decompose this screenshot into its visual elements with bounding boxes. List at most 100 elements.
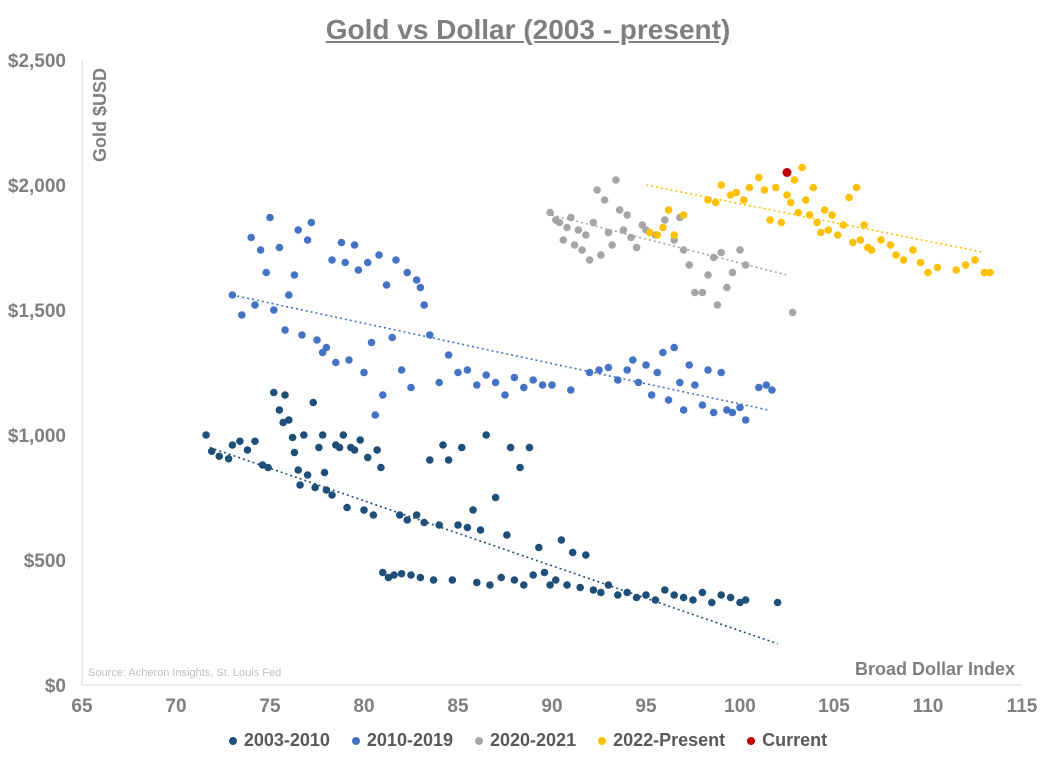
data-point <box>589 586 598 594</box>
data-point <box>551 576 560 584</box>
data-point <box>403 516 412 524</box>
data-point <box>788 308 797 317</box>
data-point <box>817 228 825 237</box>
data-point <box>322 486 331 494</box>
data-point <box>647 391 656 399</box>
data-point <box>698 588 707 597</box>
data-point <box>653 368 662 377</box>
data-point <box>732 188 741 197</box>
data-point <box>313 336 321 344</box>
data-point <box>300 431 308 439</box>
data-point <box>597 588 605 597</box>
data-point <box>809 183 818 192</box>
legend-label: 2003-2010 <box>243 730 330 750</box>
data-point <box>354 266 363 274</box>
data-point <box>679 211 688 219</box>
data-point <box>275 406 284 414</box>
data-point <box>728 408 737 417</box>
data-point <box>473 578 481 587</box>
data-point <box>243 446 252 454</box>
data-point <box>546 208 554 217</box>
data-point <box>294 226 303 234</box>
data-point <box>612 176 620 184</box>
data-point <box>651 596 660 604</box>
data-point <box>623 588 631 597</box>
data-point <box>698 288 707 297</box>
data-point <box>345 356 353 364</box>
data-point <box>285 416 293 424</box>
data-point <box>448 576 457 584</box>
data-point <box>860 221 868 229</box>
data-point <box>356 436 365 444</box>
data-point <box>745 183 754 192</box>
data-point <box>777 218 786 227</box>
data-point <box>567 386 575 394</box>
data-point <box>773 598 782 607</box>
data-point <box>296 481 304 489</box>
data-point <box>497 573 506 582</box>
data-point <box>429 576 438 584</box>
data-point <box>395 511 404 519</box>
data-point <box>444 351 453 359</box>
data-point <box>224 454 233 463</box>
data-point <box>548 381 556 389</box>
x-tick-label: 75 <box>259 696 281 717</box>
data-point <box>762 381 771 389</box>
data-point <box>600 196 609 204</box>
data-point <box>337 238 346 247</box>
data-point <box>849 238 857 247</box>
legend-marker-icon <box>598 736 607 745</box>
data-point <box>708 598 716 607</box>
data-point <box>574 226 583 234</box>
data-point <box>664 206 673 214</box>
data-point <box>567 213 575 222</box>
data-point <box>377 463 385 472</box>
data-point <box>711 198 720 207</box>
data-point <box>952 266 960 274</box>
data-point <box>540 568 549 577</box>
data-point <box>933 263 942 272</box>
data-point <box>454 521 462 529</box>
data-point <box>685 361 694 369</box>
data-point <box>679 406 688 414</box>
data-point <box>717 181 725 189</box>
data-point <box>741 416 750 424</box>
data-point <box>367 338 376 347</box>
data-point <box>546 581 554 589</box>
data-point <box>659 223 667 232</box>
data-point <box>845 193 853 202</box>
legend-marker-icon <box>747 736 756 745</box>
data-point <box>228 441 237 449</box>
data-point <box>315 443 323 452</box>
legend-marker-icon <box>351 736 360 745</box>
data-point <box>236 437 244 446</box>
data-point <box>311 483 319 492</box>
data-point <box>661 216 669 224</box>
data-point <box>704 366 712 374</box>
legend-item: Current <box>747 730 827 751</box>
data-point <box>369 511 378 519</box>
data-point <box>269 388 278 397</box>
data-point <box>256 246 265 254</box>
data-point <box>290 448 299 457</box>
trendline <box>645 184 985 254</box>
y-axis-label: Gold $USD <box>90 68 110 162</box>
data-point <box>760 186 769 194</box>
data-point <box>916 258 925 267</box>
data-point <box>585 368 594 377</box>
data-point <box>335 443 344 452</box>
data-point <box>516 463 524 472</box>
data-point <box>619 226 628 234</box>
data-point <box>578 246 586 254</box>
data-point <box>798 163 806 172</box>
data-point <box>307 218 316 227</box>
data-point <box>589 218 598 227</box>
source-note: Source: Acheron Insights, St. Louis Fed <box>88 667 281 679</box>
data-point <box>659 348 667 357</box>
data-point <box>691 381 699 389</box>
data-point <box>576 583 584 592</box>
data-point <box>503 531 511 539</box>
data-point <box>251 301 259 309</box>
data-point <box>420 518 428 527</box>
data-point <box>303 471 312 479</box>
